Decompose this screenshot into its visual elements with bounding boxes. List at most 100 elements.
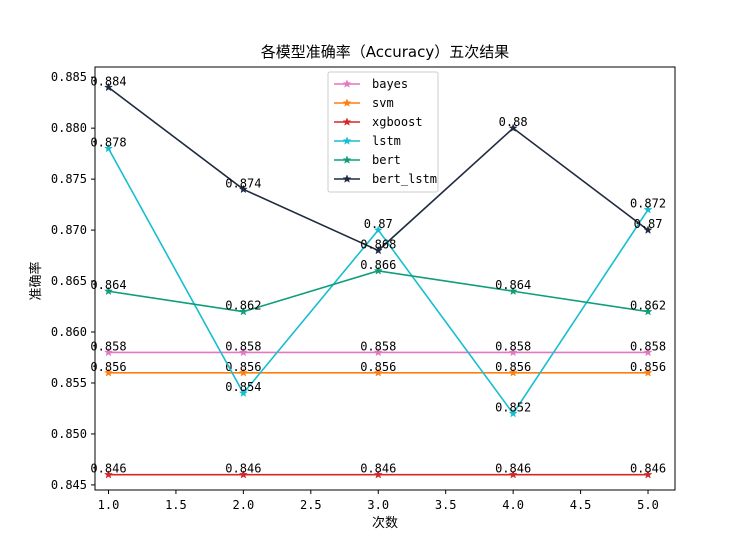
legend-swatch-marker xyxy=(342,98,352,107)
data-label: 0.868 xyxy=(360,237,396,251)
data-label: 0.846 xyxy=(630,462,666,476)
data-label: 0.884 xyxy=(90,74,126,88)
data-label: 0.846 xyxy=(360,462,396,476)
data-point xyxy=(508,286,518,296)
data-label: 0.864 xyxy=(495,278,531,292)
axes: 1.0 1.5 2.0 2.5 3.0 3.5 4.0 4.5 5.0 0.845 0.850 0.8… xyxy=(51,70,659,512)
plot-frame xyxy=(94,66,676,491)
y-tick-label: 0.875 xyxy=(51,172,87,186)
x-tick-label: 1.0 xyxy=(98,498,120,512)
data-point xyxy=(104,469,113,479)
x-axis-label: 次数 xyxy=(372,515,398,531)
data-label: 0.854 xyxy=(225,380,261,394)
data-label: 0.858 xyxy=(360,339,396,353)
x-tick-label: 2.5 xyxy=(300,498,322,512)
x-tick-label: 5.0 xyxy=(637,498,659,512)
data-point xyxy=(643,306,653,316)
x-tick-label: 3.0 xyxy=(367,498,389,512)
legend-label: bert xyxy=(372,153,401,167)
series-lstm: 0.878 0.854 0.87 0.852 0.872 xyxy=(90,136,666,418)
data-label: 0.862 xyxy=(630,299,666,313)
data-point xyxy=(373,347,383,357)
data-label: 0.846 xyxy=(495,462,531,476)
data-point xyxy=(508,368,518,377)
series-line xyxy=(108,270,649,313)
y-tick-label: 0.865 xyxy=(51,274,87,288)
data-point xyxy=(238,306,248,316)
data-label: 0.872 xyxy=(630,197,666,211)
series-bert: 0.864 0.862 0.866 0.864 0.862 xyxy=(90,258,666,316)
data-point xyxy=(103,82,113,92)
series-xgboost: 0.846 0.846 0.846 0.846 0.846 xyxy=(90,462,666,479)
data-point xyxy=(104,368,113,377)
series-bayes: 0.858 0.858 0.858 0.858 0.858 xyxy=(90,339,666,357)
data-label: 0.866 xyxy=(360,258,396,272)
data-point xyxy=(238,184,248,194)
legend-swatch-marker xyxy=(342,174,352,183)
legend-label: svm xyxy=(372,96,394,110)
data-label: 0.878 xyxy=(90,136,126,150)
x-tick-label: 4.0 xyxy=(502,498,524,512)
data-point xyxy=(643,204,653,214)
data-point xyxy=(104,347,113,357)
legend-entry-bayes: bayes xyxy=(334,77,408,91)
legend-entry-lstm: lstm xyxy=(334,134,401,148)
legend-label: bayes xyxy=(372,77,408,91)
legend-entry-bert: bert xyxy=(334,153,401,167)
plot-area: 0.858 0.858 0.858 0.858 0.858 0.856 0.856 0.856… xyxy=(90,74,666,479)
legend-entry-bert-lstm: bert_lstm xyxy=(334,172,437,186)
data-point xyxy=(104,143,113,153)
legend-entry-svm: svm xyxy=(334,96,394,110)
series-svm: 0.856 0.856 0.856 0.856 0.856 xyxy=(90,360,666,377)
y-tick-label: 0.845 xyxy=(51,478,87,492)
legend-swatch-marker xyxy=(342,79,352,88)
x-tick-label: 3.5 xyxy=(435,498,457,512)
x-tick-label: 1.5 xyxy=(165,498,187,512)
data-point xyxy=(238,368,248,377)
data-point xyxy=(508,408,518,418)
legend-label: xgboost xyxy=(372,115,423,129)
data-point xyxy=(373,368,383,377)
data-label: 0.874 xyxy=(225,176,261,190)
data-label: 0.87 xyxy=(364,217,393,231)
data-point xyxy=(508,469,518,479)
data-label: 0.846 xyxy=(225,462,261,476)
data-label: 0.858 xyxy=(630,339,666,353)
legend-swatch-marker xyxy=(342,155,352,164)
data-point xyxy=(104,286,113,296)
data-label: 0.858 xyxy=(225,339,261,353)
data-point xyxy=(238,388,248,397)
data-point xyxy=(373,225,383,234)
legend-entry-xgboost: xgboost xyxy=(334,115,423,129)
legend-box xyxy=(327,71,439,193)
data-label: 0.856 xyxy=(360,360,396,374)
data-point xyxy=(373,245,383,255)
data-label: 0.864 xyxy=(90,278,126,292)
chart-title: 各模型准确率（Accuracy）五次结果 xyxy=(261,43,509,61)
data-label: 0.858 xyxy=(90,339,126,353)
y-tick-label: 0.885 xyxy=(51,70,87,84)
legend-swatch-marker xyxy=(342,117,352,126)
data-point xyxy=(643,368,653,377)
y-tick-label: 0.860 xyxy=(51,325,87,339)
data-point xyxy=(238,347,248,357)
legend-label: lstm xyxy=(372,134,401,148)
data-label: 0.846 xyxy=(90,462,126,476)
data-label: 0.856 xyxy=(90,360,126,374)
series-bert-lstm: 0.884 0.874 0.868 0.88 0.87 xyxy=(90,74,662,255)
data-label: 0.856 xyxy=(495,360,531,374)
data-label: 0.852 xyxy=(495,401,531,415)
data-label: 0.858 xyxy=(495,339,531,353)
data-label: 0.862 xyxy=(225,299,261,313)
data-label: 0.856 xyxy=(630,360,666,374)
data-point xyxy=(508,123,518,132)
legend-swatch-marker xyxy=(342,136,352,145)
data-point xyxy=(643,469,653,479)
data-point xyxy=(373,266,383,275)
x-tick-label: 2.0 xyxy=(233,498,255,512)
legend-label: bert_lstm xyxy=(372,172,437,186)
legend: bayes svm xgboost lstm bert bert_lstm xyxy=(327,71,439,193)
data-point xyxy=(643,225,653,234)
y-axis-label: 准确率 xyxy=(28,261,44,300)
